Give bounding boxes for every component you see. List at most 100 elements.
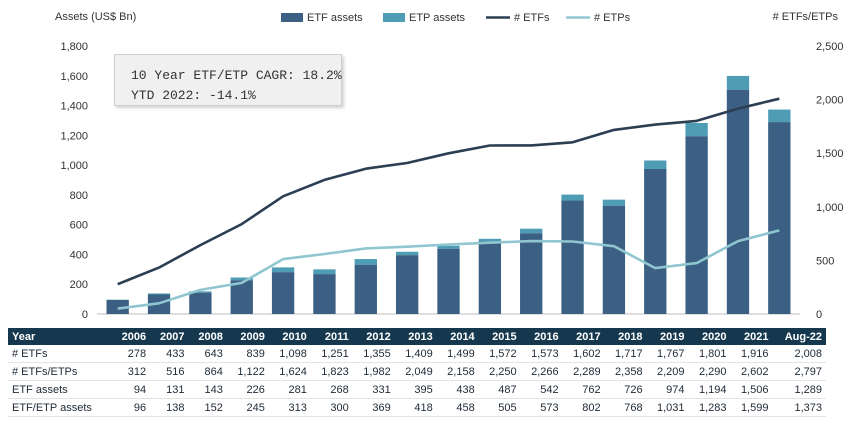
left-tick-label: 600 — [70, 220, 88, 232]
table-row-label: ETF/ETP assets — [8, 398, 112, 417]
etf-assets-bar — [437, 248, 460, 314]
table-cell: 864 — [188, 362, 227, 381]
right-tick-label: 2,500 — [816, 41, 844, 53]
table-row: ETF/ETP assets 96 138 152 245 313 300 369 418 458… — [8, 398, 826, 417]
table-header-row: Year 2006 2007 2008 2009 2010 2011 2012 … — [8, 328, 826, 345]
table-cell: 433 — [150, 345, 189, 363]
left-tick-label: 1,600 — [60, 71, 88, 83]
etf-assets-bar — [685, 136, 708, 314]
data-table: Year 2006 2007 2008 2009 2010 2011 2012 … — [8, 328, 826, 417]
legend-etfs-count-label: # ETFs — [514, 12, 550, 24]
table-cell: 300 — [310, 398, 353, 417]
table-cell: 131 — [150, 380, 189, 399]
etp-assets-bar — [354, 259, 377, 265]
table-cell: 268 — [310, 380, 353, 399]
table-col-header: 2009 — [226, 328, 269, 345]
table-col-header: 2010 — [268, 328, 311, 345]
left-tick-label: 800 — [70, 190, 88, 202]
legend-etp-assets-label: ETP assets — [409, 12, 466, 24]
table-cell: 487 — [478, 380, 521, 399]
left-tick-label: 200 — [70, 279, 88, 291]
left-axis-title: Assets (US$ Bn) — [55, 11, 136, 23]
table-cell: 1,499 — [436, 345, 479, 363]
legend-etf-assets-label: ETF assets — [307, 12, 363, 24]
table-header-year: Year — [8, 328, 112, 345]
table-cell: 94 — [111, 380, 151, 399]
table-cell: 2,358 — [604, 362, 647, 381]
table-cell: 516 — [150, 362, 189, 381]
etf-assets-bar — [768, 122, 791, 315]
table-row: # ETFs 278 433 643 839 1,098 1,251 1,355 1,409 1,… — [8, 345, 826, 363]
etp-assets-bar — [313, 269, 336, 275]
etf-assets-bar — [561, 200, 584, 314]
etf-assets-bar — [478, 241, 502, 314]
table-col-header: 2011 — [310, 328, 353, 345]
table-col-header: 2015 — [478, 328, 521, 345]
table-row-label: # ETFs/ETPs — [8, 362, 112, 381]
table-col-header: Aug-22 — [772, 328, 826, 345]
etf-assets-bar — [644, 168, 667, 314]
left-tick-label: 1,000 — [60, 160, 88, 172]
table-cell: 2,289 — [562, 362, 605, 381]
table-cell: 2,008 — [772, 345, 826, 363]
etp-assets-bar — [602, 199, 626, 206]
etf-assets-bar — [395, 255, 419, 314]
etp-assets-bar — [644, 160, 667, 169]
table-cell: 152 — [188, 398, 227, 417]
left-tick-label: 0 — [82, 309, 88, 321]
table-col-header: 2008 — [188, 328, 227, 345]
table-cell: 418 — [394, 398, 437, 417]
etf-assets-bar — [602, 205, 626, 314]
table-cell: 1,624 — [268, 362, 311, 381]
etf-chart: Assets (US$ Bn) # ETFs/ETPs 0 200 400 600 800 1… — [55, 11, 844, 321]
table-cell: 1,098 — [268, 345, 311, 363]
table-cell: 369 — [352, 398, 395, 417]
etp-assets-bar — [478, 238, 502, 242]
etp-assets-bar — [561, 194, 584, 201]
etf-assets-bar — [354, 264, 377, 314]
right-axis-title: # ETFs/ETPs — [773, 11, 839, 23]
table-cell: 974 — [646, 380, 689, 399]
table-cell: 245 — [226, 398, 269, 417]
right-tick-label: 2,000 — [816, 95, 844, 107]
table-cell: 1,823 — [310, 362, 353, 381]
etp-assets-bar — [230, 277, 253, 281]
table-cell: 762 — [562, 380, 605, 399]
table-cell: 643 — [188, 345, 227, 363]
etp-assets-bar — [189, 291, 212, 293]
etf-assets-bar — [106, 300, 129, 314]
etp-assets-bar — [437, 245, 460, 249]
table-cell: 1,599 — [730, 398, 773, 417]
right-tick-label: 0 — [816, 309, 822, 321]
etf-assets-bar — [313, 274, 336, 314]
table-cell: 313 — [268, 398, 311, 417]
table-row: # ETFs/ETPs 312 516 864 1,122 1,624 1,823 1,982… — [8, 362, 826, 381]
table-col-header: 2014 — [436, 328, 479, 345]
table-cell: 312 — [111, 362, 151, 381]
table-cell: 839 — [226, 345, 269, 363]
table-row-label: ETF assets — [8, 380, 112, 399]
table-cell: 143 — [188, 380, 227, 399]
table-cell: 1,767 — [646, 345, 689, 363]
table-cell: 573 — [520, 398, 563, 417]
table-cell: 1,355 — [352, 345, 395, 363]
left-tick-label: 1,800 — [60, 41, 88, 53]
table-cell: 458 — [436, 398, 479, 417]
table-cell: 1,122 — [226, 362, 269, 381]
legend-etps-count-label: # ETPs — [594, 12, 631, 24]
table-cell: 505 — [478, 398, 521, 417]
table-cell: 1,031 — [646, 398, 689, 417]
table-cell: 331 — [352, 380, 395, 399]
etfs-count-line — [117, 97, 780, 286]
table-cell: 1,572 — [478, 345, 521, 363]
etf-assets-bar — [189, 292, 212, 314]
table-cell: 1,982 — [352, 362, 395, 381]
left-tick-label: 400 — [70, 249, 88, 261]
table-cell: 2,250 — [478, 362, 521, 381]
table-cell: 278 — [111, 345, 151, 363]
cagr-note-line1: 10 Year ETF/ETP CAGR: 18.2% — [131, 68, 342, 83]
etp-assets-bar — [768, 109, 791, 123]
table-cell: 2,602 — [730, 362, 773, 381]
table-cell: 1,602 — [562, 345, 605, 363]
table-cell: 226 — [226, 380, 269, 399]
